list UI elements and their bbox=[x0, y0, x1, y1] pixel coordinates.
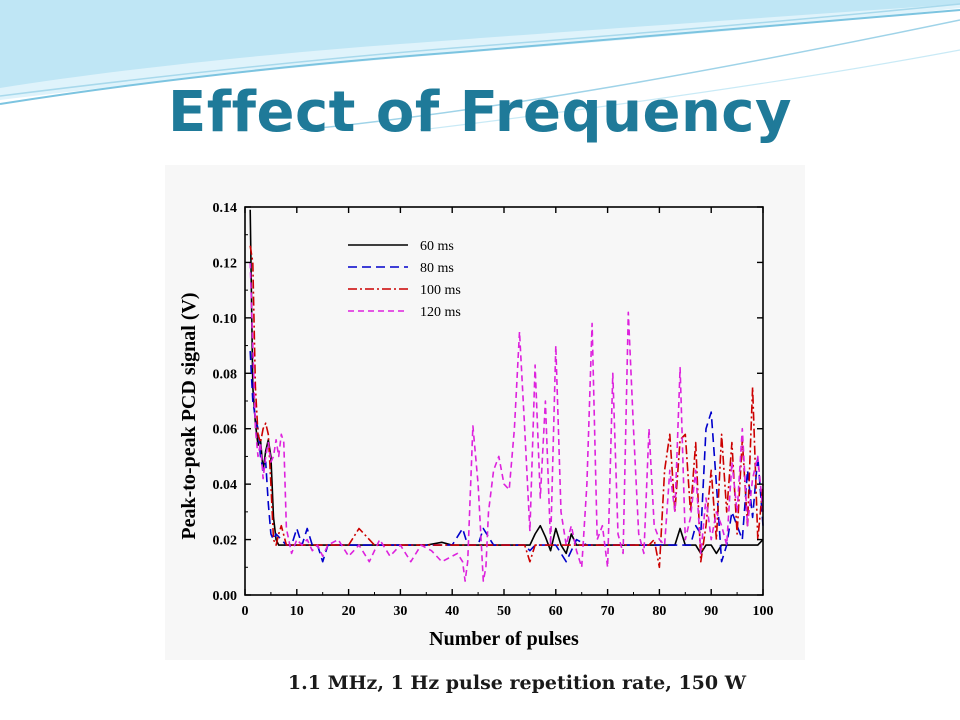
legend-label-2: 80 ms bbox=[420, 261, 454, 276]
x-tick-label: 40 bbox=[445, 604, 459, 619]
series-line-2 bbox=[249, 351, 764, 563]
x-tick-label: 50 bbox=[497, 604, 511, 619]
y-tick-label: 0.14 bbox=[213, 201, 238, 216]
chart-caption: 1.1 MHz, 1 Hz pulse repetition rate, 150… bbox=[287, 672, 747, 694]
header-wave-band bbox=[0, 0, 960, 88]
header-wave-line-3 bbox=[299, 19, 960, 130]
legend-label-4: 120 ms bbox=[420, 305, 461, 320]
x-axis-label: Number of pulses bbox=[429, 628, 579, 650]
x-tick-label: 20 bbox=[342, 604, 356, 619]
x-tick-label: 10 bbox=[290, 604, 304, 619]
header-wave-line-4 bbox=[419, 49, 960, 130]
x-tick-label: 30 bbox=[393, 604, 407, 619]
series-line-3 bbox=[249, 245, 764, 569]
header-wave-line-2 bbox=[0, 3, 960, 97]
series-line-4 bbox=[249, 262, 764, 582]
x-tick-label: 100 bbox=[753, 604, 774, 619]
header-wave-line-1 bbox=[0, 9, 960, 105]
x-tick-label: 70 bbox=[601, 604, 615, 619]
legend-label-1: 60 ms bbox=[420, 239, 454, 254]
y-tick-label: 0.04 bbox=[213, 478, 238, 493]
x-tick-label: 90 bbox=[704, 604, 718, 619]
legend-label-3: 100 ms bbox=[420, 283, 461, 298]
y-tick-label: 0.02 bbox=[213, 534, 238, 549]
y-axis-label: Peak-to-peak PCD signal (V) bbox=[178, 292, 200, 539]
chart-background bbox=[165, 165, 805, 660]
x-tick-label: 60 bbox=[549, 604, 563, 619]
y-tick-label: 0.10 bbox=[213, 312, 238, 327]
series-line-1 bbox=[249, 209, 764, 555]
x-tick-label: 0 bbox=[242, 604, 249, 619]
y-tick-label: 0.12 bbox=[213, 256, 238, 271]
slide-title: Effect of Frequency bbox=[167, 80, 793, 145]
line-chart: 0 10 20 30 40 50 60 70 80 90 100 0.00 0.02 0.04 0.06 0.… bbox=[178, 201, 774, 650]
x-tick-label: 80 bbox=[652, 604, 666, 619]
y-tick-label: 0.00 bbox=[213, 589, 238, 604]
header-waves bbox=[0, 0, 960, 130]
y-tick-label: 0.08 bbox=[213, 367, 238, 382]
y-tick-label: 0.06 bbox=[213, 423, 238, 438]
